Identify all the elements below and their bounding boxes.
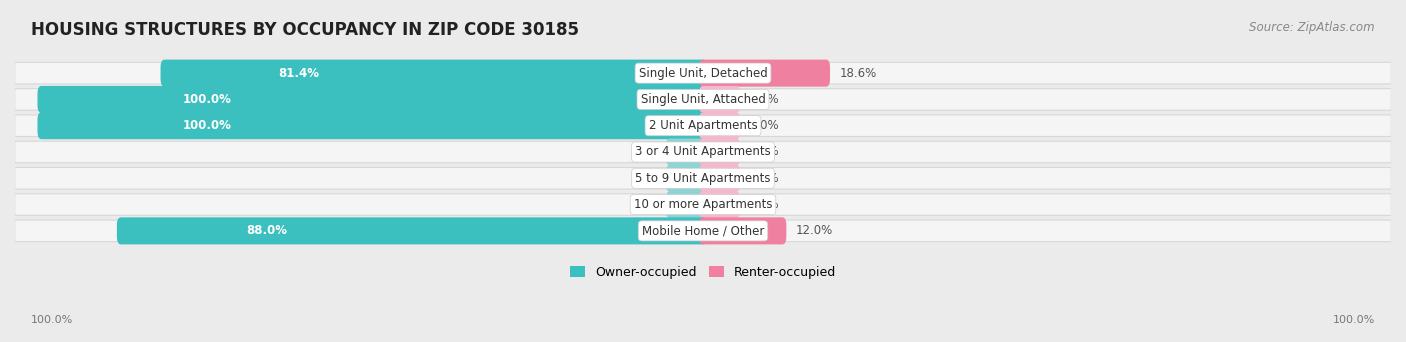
Text: 100.0%: 100.0% <box>183 93 231 106</box>
FancyBboxPatch shape <box>14 89 1392 110</box>
FancyBboxPatch shape <box>38 112 707 139</box>
FancyBboxPatch shape <box>699 165 740 192</box>
FancyBboxPatch shape <box>666 165 707 192</box>
FancyBboxPatch shape <box>699 60 830 87</box>
Text: 12.0%: 12.0% <box>796 224 832 237</box>
FancyBboxPatch shape <box>666 139 707 166</box>
Text: 0.0%: 0.0% <box>634 145 664 158</box>
FancyBboxPatch shape <box>160 60 707 87</box>
FancyBboxPatch shape <box>14 62 1392 84</box>
Text: 81.4%: 81.4% <box>278 67 319 80</box>
Text: 2 Unit Apartments: 2 Unit Apartments <box>648 119 758 132</box>
Text: 0.0%: 0.0% <box>749 119 779 132</box>
FancyBboxPatch shape <box>14 141 1392 163</box>
FancyBboxPatch shape <box>14 168 1392 189</box>
Text: 100.0%: 100.0% <box>31 315 73 325</box>
Text: 0.0%: 0.0% <box>634 172 664 185</box>
Text: 18.6%: 18.6% <box>839 67 876 80</box>
Text: 0.0%: 0.0% <box>749 172 779 185</box>
Text: 100.0%: 100.0% <box>1333 315 1375 325</box>
Text: 0.0%: 0.0% <box>634 198 664 211</box>
Text: 100.0%: 100.0% <box>183 119 231 132</box>
FancyBboxPatch shape <box>699 191 740 218</box>
FancyBboxPatch shape <box>14 220 1392 242</box>
FancyBboxPatch shape <box>38 86 707 113</box>
FancyBboxPatch shape <box>699 112 740 139</box>
FancyBboxPatch shape <box>117 217 707 245</box>
Text: 0.0%: 0.0% <box>749 145 779 158</box>
Text: HOUSING STRUCTURES BY OCCUPANCY IN ZIP CODE 30185: HOUSING STRUCTURES BY OCCUPANCY IN ZIP C… <box>31 21 579 39</box>
Text: 88.0%: 88.0% <box>246 224 287 237</box>
Text: Source: ZipAtlas.com: Source: ZipAtlas.com <box>1250 21 1375 34</box>
FancyBboxPatch shape <box>14 194 1392 215</box>
Text: Single Unit, Attached: Single Unit, Attached <box>641 93 765 106</box>
Text: 5 to 9 Unit Apartments: 5 to 9 Unit Apartments <box>636 172 770 185</box>
FancyBboxPatch shape <box>14 115 1392 136</box>
FancyBboxPatch shape <box>699 139 740 166</box>
FancyBboxPatch shape <box>666 191 707 218</box>
FancyBboxPatch shape <box>699 217 786 245</box>
Text: 0.0%: 0.0% <box>749 93 779 106</box>
Legend: Owner-occupied, Renter-occupied: Owner-occupied, Renter-occupied <box>565 261 841 284</box>
Text: Mobile Home / Other: Mobile Home / Other <box>641 224 765 237</box>
Text: 10 or more Apartments: 10 or more Apartments <box>634 198 772 211</box>
Text: 0.0%: 0.0% <box>749 198 779 211</box>
FancyBboxPatch shape <box>699 86 740 113</box>
Text: Single Unit, Detached: Single Unit, Detached <box>638 67 768 80</box>
Text: 3 or 4 Unit Apartments: 3 or 4 Unit Apartments <box>636 145 770 158</box>
